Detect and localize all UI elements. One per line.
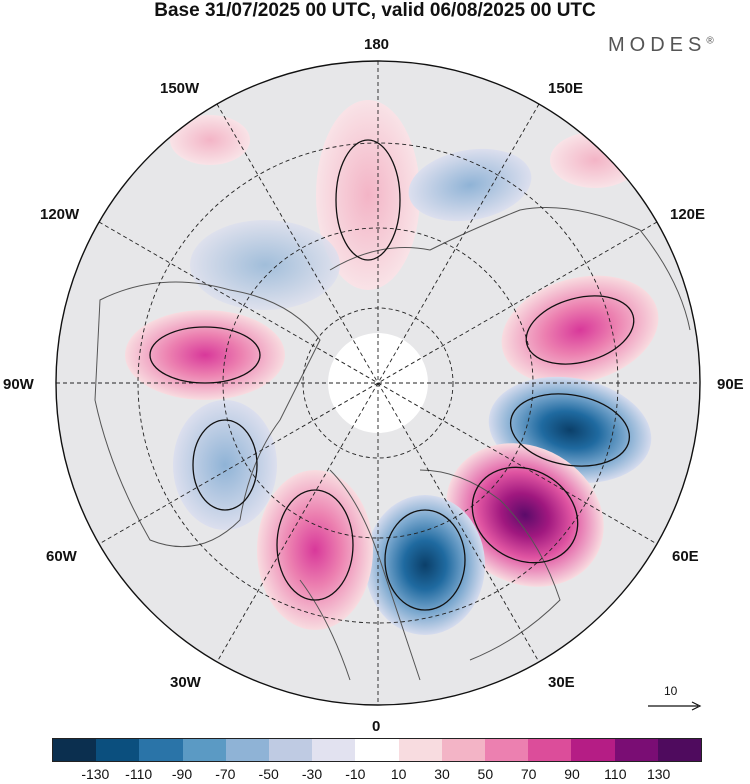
anomaly-positive-canada — [125, 310, 285, 400]
anomaly-positive-east — [501, 275, 659, 385]
lon-label-180: 180 — [364, 36, 390, 53]
colorbar-tick-label: 10 — [390, 766, 407, 782]
anomaly-negative-north-america — [173, 400, 277, 530]
lon-label-30e: 30E — [548, 674, 575, 691]
anomaly-negative-pacific-west — [190, 220, 340, 310]
lon-label-120e: 120E — [670, 206, 706, 223]
colorbar-tick-label: -10 — [345, 766, 366, 782]
colorbar-tick-label: -130 — [81, 766, 110, 782]
brand-registered-mark: ® — [706, 35, 714, 47]
colorbar-swatch — [614, 739, 658, 761]
reference-vector-label: 10 — [664, 684, 678, 698]
colorbar-tick-label: 110 — [604, 766, 627, 782]
anomaly-positive-alaska — [170, 115, 250, 165]
colorbar-swatch — [355, 739, 399, 761]
colorbar-swatch — [657, 739, 702, 761]
colorbar-tick-label: 30 — [434, 766, 450, 782]
map-border — [55, 60, 701, 706]
lon-label-90w: 90W — [3, 376, 34, 393]
colorbar-swatch — [225, 739, 270, 761]
colorbar-tick-label: -70 — [215, 766, 236, 782]
colorbar-swatch — [182, 739, 226, 761]
anomaly-positive-pacific — [316, 100, 420, 290]
graticule — [56, 61, 700, 705]
colorbar-tick-label: -50 — [258, 766, 279, 782]
colorbar — [52, 738, 702, 762]
colorbar-tick-label: 130 — [646, 766, 671, 782]
anomaly-negative-siberia — [408, 148, 532, 222]
colorbar-swatch — [269, 739, 313, 761]
colorbar-ticks: -130 -110 -90 -70 -50 -30 -10 10 30 50 70 90 110 130 — [0, 766, 750, 784]
colorbar-tick-label: 70 — [520, 766, 537, 782]
brand-text: MODES — [608, 34, 707, 56]
colorbar-swatch — [528, 739, 572, 761]
colorbar-tick-label: -90 — [171, 766, 193, 782]
colorbar-swatch — [485, 739, 529, 761]
lon-label-120w: 120W — [40, 206, 80, 223]
colorbar-swatch — [571, 739, 615, 761]
lon-label-0: 0 — [372, 718, 381, 735]
lon-label-150e: 150E — [548, 80, 584, 97]
lon-label-30w: 30W — [170, 674, 201, 691]
anomaly-positive-west-asia — [446, 443, 604, 587]
colorbar-tick-label: 50 — [477, 766, 494, 782]
colorbar-swatch — [398, 739, 442, 761]
colorbar-tick-label: -110 — [125, 766, 153, 782]
colorbar-swatch — [441, 739, 486, 761]
anomaly-positive-far-east — [550, 132, 640, 188]
lon-label-150w: 150W — [160, 80, 200, 97]
map-title: Base 31/07/2025 00 UTC, valid 06/08/2025… — [154, 0, 596, 21]
colorbar-swatch — [96, 739, 140, 761]
streamlines — [149, 139, 635, 611]
reference-vector — [648, 701, 702, 711]
colorbar-swatch — [312, 739, 356, 761]
colorbar-swatch — [139, 739, 183, 761]
coastlines — [94, 207, 691, 681]
brand-logo: MODES® — [608, 34, 714, 57]
colorbar-tick-label: -30 — [301, 766, 323, 782]
lon-label-90e: 90E — [717, 376, 744, 393]
lon-label-60e: 60E — [672, 548, 699, 565]
colorbar-tick-label: 90 — [564, 766, 580, 782]
colorbar-swatch — [53, 739, 97, 761]
anomaly-positive-atlantic — [257, 470, 373, 630]
map-field — [56, 61, 700, 705]
anomaly-negative-europe — [365, 495, 485, 635]
lon-label-60w: 60W — [46, 548, 77, 565]
